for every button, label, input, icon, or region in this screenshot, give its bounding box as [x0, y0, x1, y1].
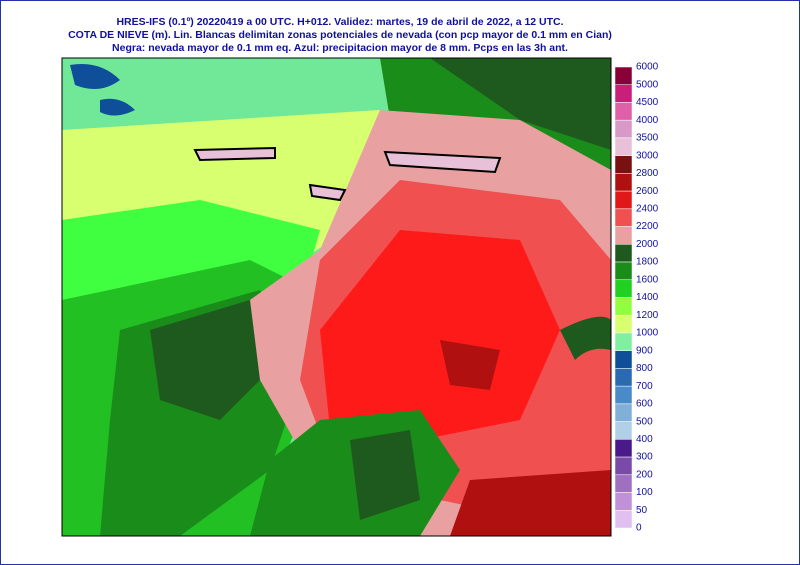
map-border: [61, 57, 612, 537]
colorbar-swatch: [614, 84, 633, 103]
colorbar-swatch: [614, 350, 633, 369]
colorbar-label: 6000: [636, 62, 659, 73]
colorbar-swatch: [614, 492, 633, 511]
colorbar-swatch: [614, 368, 633, 387]
colorbar-swatch: [614, 279, 633, 298]
colorbar-label: 2600: [636, 186, 659, 197]
colorbar-label: 900: [636, 345, 653, 356]
colorbar-label: 1800: [636, 257, 659, 268]
colorbar-swatch: [614, 474, 633, 493]
colorbar-label: 50: [636, 505, 648, 516]
colorbar-swatch: [614, 173, 633, 192]
colorbar-label: 2200: [636, 221, 659, 232]
colorbar-label: 500: [636, 416, 653, 427]
colorbar-label: 1600: [636, 274, 659, 285]
colorbar-swatch: [614, 190, 633, 210]
colorbar-swatch: [614, 297, 633, 316]
colorbar-label: 200: [636, 469, 653, 480]
colorbar-label: 3500: [636, 133, 659, 144]
colorbar-swatch: [614, 66, 633, 85]
colorbar-label: 300: [636, 452, 653, 463]
colorbar-swatch: [614, 456, 633, 476]
colorbar-label: 800: [636, 363, 653, 374]
colorbar-swatch: [614, 119, 633, 139]
colorbar-label: 4500: [636, 97, 659, 108]
colorbar-label: 2800: [636, 168, 659, 179]
header-line: Negra: nevada mayor de 0.1 mm eq. Azul: …: [112, 42, 568, 54]
colorbar-swatch: [614, 137, 633, 156]
header-line: HRES-IFS (0.1º) 20220419 a 00 UTC. H+012…: [116, 16, 564, 28]
colorbar-label: 600: [636, 399, 653, 410]
colorbar-label: 2000: [636, 239, 659, 250]
colorbar-label: 4000: [636, 115, 659, 126]
colorbar-label: 1000: [636, 328, 659, 339]
colorbar-label: 3000: [636, 150, 659, 161]
colorbar-swatch: [614, 439, 633, 458]
colorbar-swatch: [614, 403, 633, 422]
colorbar-swatch: [614, 244, 633, 263]
header-line: COTA DE NIEVE (m). Lin. Blancas delimita…: [68, 29, 612, 41]
colorbar-label: 400: [636, 434, 653, 445]
colorbar-swatch: [614, 155, 633, 174]
map: [62, 58, 611, 536]
colorbar-swatch: [614, 421, 633, 440]
colorbar-label: 100: [636, 487, 653, 498]
colorbar-swatch: [614, 226, 633, 245]
colorbar-swatch: [614, 261, 633, 281]
colorbar-swatch: [614, 510, 633, 529]
colorbar-label: 5000: [636, 79, 659, 90]
colorbar-swatch: [614, 314, 633, 334]
colorbar-label: 2400: [636, 203, 659, 214]
colorbar: 6000500045004000350030002800260024002200…: [614, 62, 659, 534]
colorbar-swatch: [614, 208, 633, 227]
colorbar-label: 1200: [636, 310, 659, 321]
colorbar-swatch: [614, 332, 633, 351]
colorbar-label: 700: [636, 381, 653, 392]
colorbar-swatch: [614, 102, 633, 121]
colorbar-label: 1400: [636, 292, 659, 303]
colorbar-swatch: [614, 385, 633, 405]
colorbar-label: 0: [636, 523, 642, 534]
